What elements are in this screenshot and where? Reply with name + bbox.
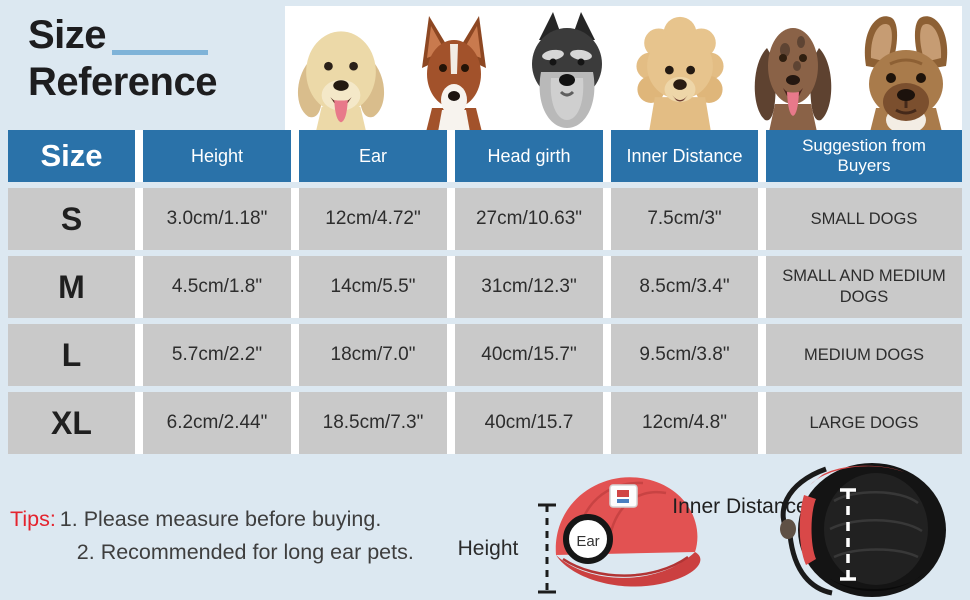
ear-label: Ear [576,533,599,550]
red-cap-side-view: Ear [555,477,701,587]
dog-photo-labrador-puppy [297,31,385,132]
head-girth-value: 27cm/10.63" [455,188,603,250]
page-title: Size Reference [28,12,217,106]
header-size: Size [8,130,135,182]
tips-section: Tips: 1. Please measure before buying. 2… [10,503,414,569]
inner-distance-dimension-line [840,488,856,581]
black-cap-bottom-view [780,463,946,597]
header-suggestion: Suggestion from Buyers [766,130,962,182]
table-row-s: S 3.0cm/1.18" 12cm/4.72" 27cm/10.63" 7.5… [8,188,962,250]
table-row-m: M 4.5cm/1.8" 14cm/5.5" 31cm/12.3" 8.5cm/… [8,256,962,318]
header-head-girth: Head girth [455,130,603,182]
page-title-line2: Reference [28,60,217,104]
head-girth-value: 31cm/12.3" [455,256,603,318]
tip-item-1: 1. Please measure before buying. [59,507,382,531]
inner-distance-label: Inner Distance [672,495,807,518]
table-row-l: L 5.7cm/2.2" 18cm/7.0" 40cm/15.7" 9.5cm/… [8,324,962,386]
dog-photo-french-bulldog [864,16,948,132]
size-label: XL [8,392,135,454]
size-reference-table: Size Height Ear Head girth Inner Distanc… [8,130,962,454]
size-label: S [8,188,135,250]
dog-photos-band [285,6,962,132]
inner-distance-value: 12cm/4.8" [611,392,758,454]
ear-hole-callout [563,514,613,564]
ear-value: 18.5cm/7.3" [299,392,447,454]
table-row-xl: XL 6.2cm/2.44" 18.5cm/7.3" 40cm/15.7 12c… [8,392,962,454]
header-inner-distance: Inner Distance [611,130,758,182]
head-girth-value: 40cm/15.7" [455,324,603,386]
table-header-row: Size Height Ear Head girth Inner Distanc… [8,130,962,182]
dog-photo-basenji [422,16,486,132]
suggestion-value: SMALL AND MEDIUM DOGS [766,256,962,318]
tips-label: Tips: [10,507,56,531]
header-height: Height [143,130,291,182]
dog-photo-schnauzer [532,12,602,128]
head-girth-value: 40cm/15.7 [455,392,603,454]
tips-list: 1. Please measure before buying. 2. Reco… [60,503,414,569]
inner-distance-value: 8.5cm/3.4" [611,256,758,318]
height-dimension-line [538,503,556,594]
measurement-diagram: Height Ear Inner Distance [458,463,946,597]
size-label: M [8,256,135,318]
dog-photo-dachshund [754,28,832,132]
ear-value: 12cm/4.72" [299,188,447,250]
tip-item-2: 2. Recommended for long ear pets. [76,540,414,564]
page-title-line1: Size [28,13,107,57]
ear-value: 18cm/7.0" [299,324,447,386]
height-value: 6.2cm/2.44" [143,392,291,454]
height-label: Height [458,537,519,560]
header-ear: Ear [299,130,447,182]
inner-distance-value: 9.5cm/3.8" [611,324,758,386]
suggestion-value: LARGE DOGS [766,392,962,454]
height-value: 5.7cm/2.2" [143,324,291,386]
size-label: L [8,324,135,386]
height-value: 4.5cm/1.8" [143,256,291,318]
height-value: 3.0cm/1.18" [143,188,291,250]
suggestion-value: SMALL DOGS [766,188,962,250]
suggestion-value: MEDIUM DOGS [766,324,962,386]
inner-distance-value: 7.5cm/3" [611,188,758,250]
dog-photo-poodle [636,16,724,132]
ear-value: 14cm/5.5" [299,256,447,318]
title-underline-decoration [112,50,208,55]
